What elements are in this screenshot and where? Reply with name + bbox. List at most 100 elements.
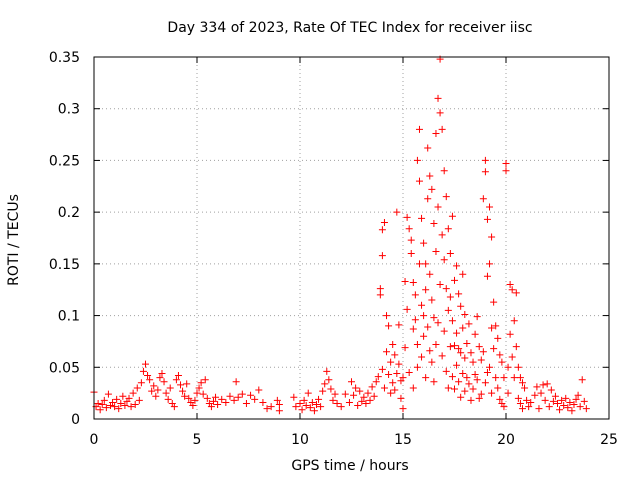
data-point — [570, 401, 578, 409]
data-point — [446, 250, 454, 258]
data-point — [428, 358, 436, 366]
data-point — [152, 392, 160, 400]
data-point — [356, 387, 364, 395]
data-point — [415, 260, 423, 268]
data-point — [582, 405, 590, 413]
data-point — [162, 389, 170, 397]
data-point — [232, 378, 240, 386]
data-point — [576, 403, 584, 411]
data-point — [111, 403, 119, 411]
y-tick-label: 0.1 — [58, 309, 80, 325]
data-point — [413, 363, 421, 371]
data-point — [504, 363, 512, 371]
data-point — [181, 392, 189, 400]
data-point — [104, 390, 112, 398]
data-point — [348, 378, 355, 386]
y-tick-label: 0 — [71, 412, 80, 428]
data-point — [350, 391, 358, 399]
x-tick-label: 0 — [90, 432, 99, 448]
data-point — [403, 305, 411, 313]
data-point — [378, 226, 386, 234]
data-point — [273, 396, 281, 404]
data-point — [193, 389, 201, 397]
data-point — [465, 320, 473, 328]
data-point — [352, 384, 360, 392]
data-point — [481, 379, 489, 387]
data-point — [341, 390, 349, 398]
data-point — [521, 384, 529, 392]
data-point — [554, 399, 561, 407]
data-point — [409, 278, 417, 286]
data-point — [420, 332, 428, 340]
data-point — [389, 379, 397, 387]
data-point — [510, 317, 518, 325]
data-point — [119, 392, 127, 400]
data-point — [302, 402, 310, 410]
data-point — [510, 374, 518, 382]
data-point — [518, 405, 526, 413]
data-point — [135, 396, 143, 404]
data-point — [418, 214, 426, 222]
data-point — [459, 270, 467, 278]
data-point — [426, 347, 434, 355]
data-point — [290, 393, 298, 401]
data-point — [539, 381, 547, 389]
data-point — [535, 405, 543, 413]
data-point — [345, 398, 353, 406]
x-tick-labels: 0 5 10 15 20 25 — [90, 432, 618, 448]
data-point — [397, 394, 405, 402]
data-point — [428, 185, 436, 193]
data-point — [446, 293, 454, 301]
data-point — [385, 322, 393, 330]
data-point — [506, 330, 514, 338]
data-point — [508, 353, 516, 361]
data-point — [158, 369, 166, 377]
data-point — [333, 399, 341, 407]
data-point — [389, 341, 397, 349]
data-point — [399, 374, 407, 382]
data-point — [113, 395, 121, 403]
data-point — [321, 380, 329, 388]
data-point — [422, 260, 430, 268]
data-point — [166, 384, 174, 392]
data-point — [146, 376, 154, 384]
data-point — [448, 373, 456, 381]
data-point — [411, 291, 419, 299]
data-point — [486, 260, 494, 268]
data-point — [453, 361, 461, 369]
x-tick-label: 20 — [497, 432, 515, 448]
data-point — [481, 168, 489, 176]
data-point — [424, 144, 432, 152]
data-point — [496, 351, 504, 359]
data-point — [457, 349, 465, 357]
x-tick-label: 10 — [291, 432, 309, 448]
data-point — [488, 233, 496, 241]
data-point — [518, 379, 526, 387]
data-point — [304, 389, 312, 397]
chart-title: Day 334 of 2023, Rate Of TEC Index for r… — [167, 20, 532, 36]
data-point — [549, 397, 557, 405]
data-point — [393, 208, 401, 216]
y-tick-label: 0.05 — [49, 360, 80, 376]
y-tick-labels: 0 0.05 0.1 0.15 0.2 0.25 0.3 0.35 — [49, 50, 80, 428]
data-point — [380, 384, 388, 392]
data-point — [465, 380, 473, 388]
data-point — [354, 402, 362, 410]
data-point — [442, 285, 450, 293]
data-point — [500, 403, 508, 411]
data-point — [325, 376, 333, 384]
data-point — [566, 398, 574, 406]
data-point — [469, 358, 477, 366]
data-point — [415, 125, 423, 133]
data-point — [448, 212, 456, 220]
data-point — [420, 312, 428, 320]
data-point — [300, 396, 308, 404]
data-point — [263, 405, 271, 413]
data-point — [444, 225, 452, 233]
data-point — [150, 382, 158, 390]
data-point — [255, 386, 263, 394]
data-point — [438, 352, 446, 360]
data-point — [506, 281, 514, 289]
data-point — [473, 313, 481, 321]
data-point — [94, 399, 102, 407]
